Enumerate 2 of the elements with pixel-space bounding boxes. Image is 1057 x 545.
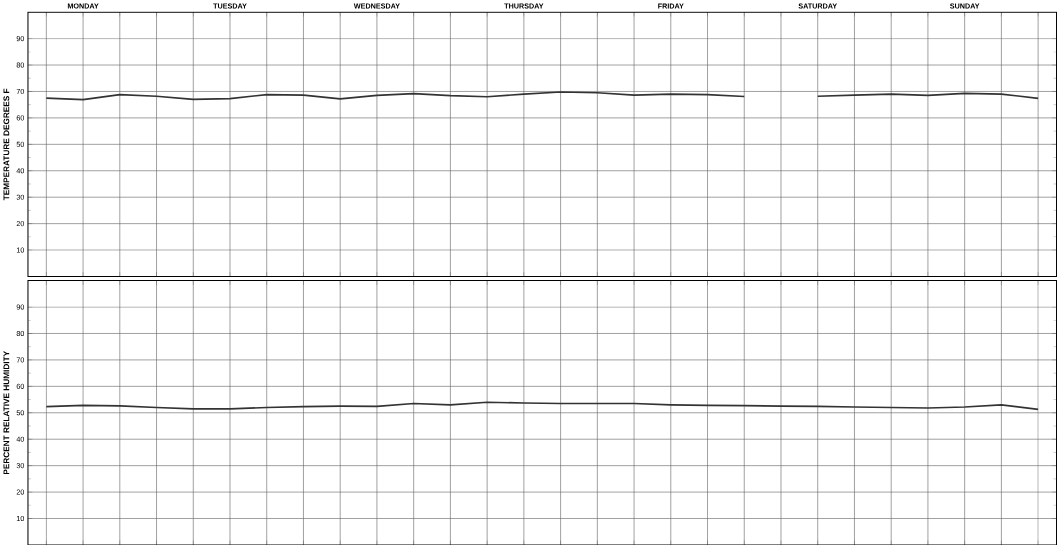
y-axis-title: PERCENT RELATIVE HUMIDITY [3,350,10,474]
y-axis-title: TEMPERATURE DEGREES F [3,88,10,200]
